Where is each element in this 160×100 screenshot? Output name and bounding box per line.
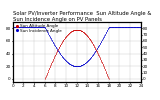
Legend: Sun Altitude Angle, Sun Incidence Angle: Sun Altitude Angle, Sun Incidence Angle <box>15 24 62 33</box>
Text: Solar PV/Inverter Performance  Sun Altitude Angle & Sun Incidence Angle on PV Pa: Solar PV/Inverter Performance Sun Altitu… <box>13 11 151 22</box>
